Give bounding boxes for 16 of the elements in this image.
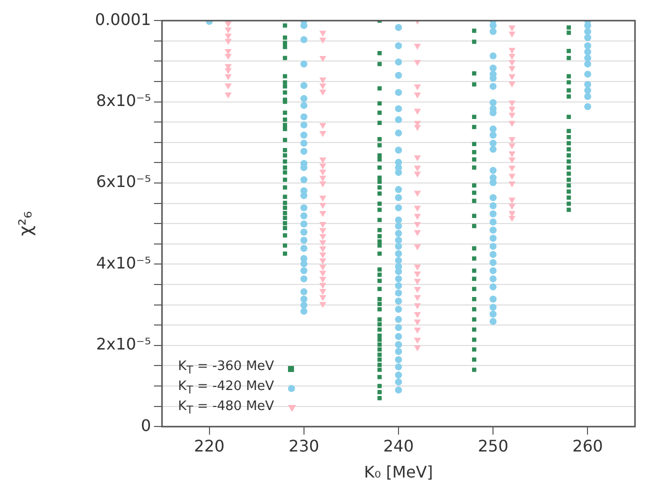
y-tick-label: 4x10⁻⁵ bbox=[96, 253, 151, 272]
y-axis-title: χ²₆ bbox=[15, 211, 36, 236]
y-tick-label: 0.0001 bbox=[95, 10, 151, 29]
y-tick-label: 8x10⁻⁵ bbox=[96, 90, 151, 110]
y-tick-label: 0 bbox=[140, 416, 151, 435]
legend-label: K$_{T}$ = -360 MeV bbox=[178, 358, 274, 378]
x-tick-label: 220 bbox=[194, 436, 225, 456]
x-tick-label: 250 bbox=[478, 436, 508, 456]
x-tick-label: 240 bbox=[383, 436, 414, 456]
x-tick-label: 230 bbox=[288, 436, 320, 456]
legend-label: K$_{T}$ = -420 MeV bbox=[178, 378, 274, 398]
x-tick-label: 260 bbox=[572, 436, 603, 456]
legend-label: K$_{T}$ = -480 MeV bbox=[178, 398, 274, 418]
y-tick-label: 2x10⁻⁵ bbox=[96, 334, 151, 354]
y-tick-label: 6x10⁻⁵ bbox=[96, 172, 151, 192]
x-axis-title: K₀ [MeV] bbox=[364, 462, 434, 482]
